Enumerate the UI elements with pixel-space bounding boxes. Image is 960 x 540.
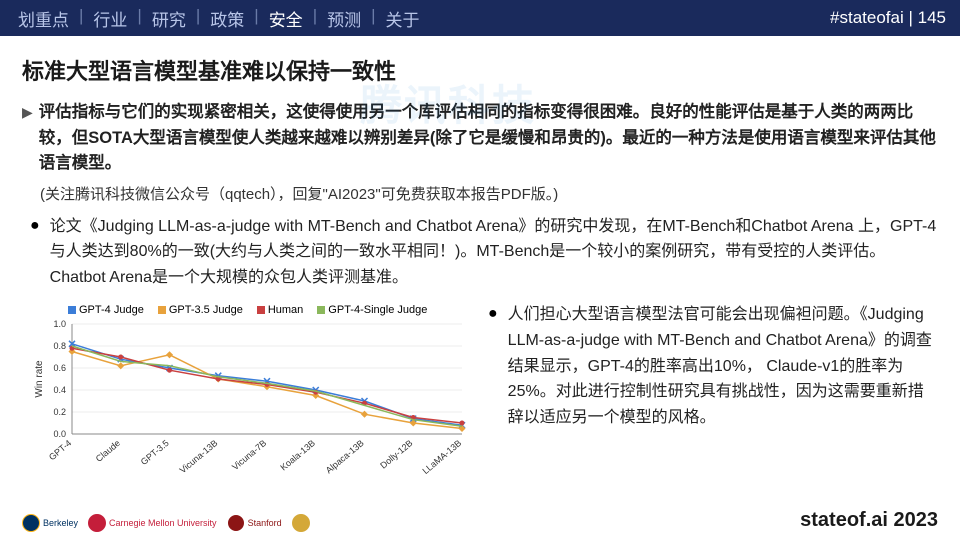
nav-separator: | — [365, 6, 381, 31]
logo-stanford: Stanford — [227, 514, 282, 532]
nav-tab[interactable]: 行业 — [89, 6, 131, 31]
legend-item: GPT-4 Judge — [68, 304, 144, 316]
nav-separator: | — [131, 6, 147, 31]
svg-text:Claude: Claude — [94, 438, 122, 464]
slide-title: 标准大型语言模型基准难以保持一致性 — [22, 54, 938, 86]
svg-text:1.0: 1.0 — [53, 320, 66, 329]
nav-tab[interactable]: 预测 — [323, 6, 365, 31]
logo-carnegie-mellon-university: Carnegie Mellon University — [88, 514, 217, 532]
nav-separator: | — [190, 6, 206, 31]
svg-text:Alpaca-13B: Alpaca-13B — [324, 438, 366, 476]
svg-text:0.4: 0.4 — [53, 385, 66, 395]
legend-item: GPT-3.5 Judge — [158, 304, 243, 316]
nav-tab[interactable]: 划重点 — [14, 6, 73, 31]
svg-text:GPT-4: GPT-4 — [47, 438, 73, 462]
svg-text:Vicuna-7B: Vicuna-7B — [230, 438, 268, 472]
top-nav-bar: 划重点|行业|研究|政策|安全|预测|关于 #stateofai | 145 — [0, 0, 960, 36]
bullet-2: ● 人们担心大型语言模型法官可能会出现偏袒问题。《Judging LLM-as-… — [488, 302, 938, 481]
summary-block: ▶ 评估指标与它们的实现紧密相关，这使得使用另一个库评估相同的指标变得很困难。良… — [22, 100, 938, 177]
lower-section: GPT-4 Judge GPT-3.5 Judge Human GPT-4-Singl… — [22, 302, 938, 481]
svg-text:LLaMA-13B: LLaMA-13B — [420, 438, 463, 476]
footer-logos: Berkeley Carnegie Mellon University Stanfo… — [22, 514, 310, 532]
page-hashtag: #stateofai | 145 — [830, 8, 946, 28]
nav-separator: | — [248, 6, 264, 31]
nav-tabs: 划重点|行业|研究|政策|安全|预测|关于 — [14, 6, 424, 31]
chart-svg: 0.0 0.2 0.4 0.6 0.8 1.0 Win rate GPT-4 Claude GPT… — [30, 320, 470, 476]
svg-text:Koala-13B: Koala-13B — [278, 438, 317, 473]
arrow-icon: ▶ — [22, 104, 33, 121]
bullet-1: ● 论文《Judging LLM-as-a-judge with MT-Benc… — [22, 214, 938, 291]
bullet-2-text: 人们担心大型语言模型法官可能会出现偏袒问题。《Judging LLM-as-a-… — [508, 302, 938, 430]
svg-text:Dolly-12B: Dolly-12B — [378, 438, 414, 471]
svg-text:0.0: 0.0 — [53, 429, 66, 439]
nav-tab[interactable]: 政策 — [206, 6, 248, 31]
svg-text:0.2: 0.2 — [53, 407, 66, 417]
nav-tab[interactable]: 安全 — [265, 6, 307, 31]
svg-text:0.6: 0.6 — [53, 363, 66, 373]
legend-item: GPT-4-Single Judge — [317, 304, 427, 316]
note-text: (关注腾讯科技微信公众号（qqtech），回复"AI2023"可免费获取本报告P… — [40, 183, 938, 204]
win-rate-chart: GPT-4 Judge GPT-3.5 Judge Human GPT-4-Singl… — [30, 302, 470, 481]
logo-gold — [292, 514, 310, 532]
bullet-1-text: 论文《Judging LLM-as-a-judge with MT-Bench … — [50, 214, 938, 291]
bullet-dot-icon: ● — [488, 305, 498, 323]
svg-text:GPT-3.5: GPT-3.5 — [139, 438, 171, 467]
slide-content: 标准大型语言模型基准难以保持一致性 ▶ 评估指标与它们的实现紧密相关，这使得使用… — [0, 36, 960, 481]
svg-text:Vicuna-13B: Vicuna-13B — [178, 438, 220, 475]
legend-item: Human — [257, 304, 303, 316]
chart-legend: GPT-4 Judge GPT-3.5 Judge Human GPT-4-Singl… — [30, 302, 470, 320]
footer: Berkeley Carnegie Mellon University Stanfo… — [0, 509, 960, 532]
nav-separator: | — [307, 6, 323, 31]
bullet-dot-icon: ● — [30, 217, 40, 235]
logo-berkeley: Berkeley — [22, 514, 78, 532]
summary-text: 评估指标与它们的实现紧密相关，这使得使用另一个库评估相同的指标变得很困难。良好的… — [39, 100, 938, 177]
footer-text: stateof.ai 2023 — [800, 509, 938, 532]
svg-text:Win rate: Win rate — [34, 360, 45, 398]
nav-separator: | — [73, 6, 89, 31]
nav-tab[interactable]: 研究 — [148, 6, 190, 31]
nav-tab[interactable]: 关于 — [382, 6, 424, 31]
svg-text:0.8: 0.8 — [53, 341, 66, 351]
